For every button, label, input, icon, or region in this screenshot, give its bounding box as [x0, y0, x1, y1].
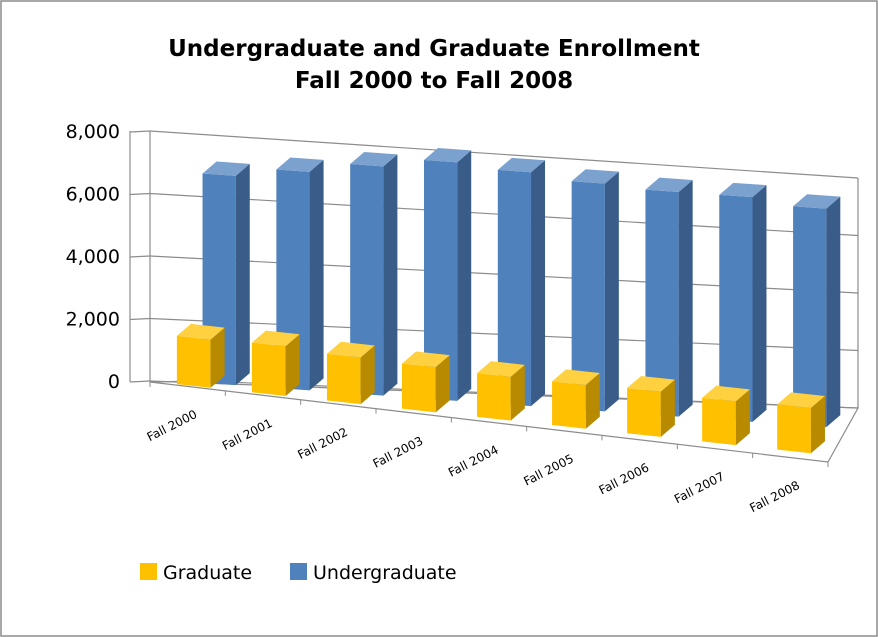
bar-top	[401, 351, 450, 368]
bar-side	[585, 373, 600, 429]
bar-top	[176, 323, 225, 340]
bar-graduate-6	[627, 375, 675, 437]
bar-top	[423, 148, 472, 163]
bar-graduate-1	[251, 330, 300, 396]
gridline	[149, 130, 859, 179]
bar-side	[457, 150, 472, 401]
bar-side	[735, 389, 750, 446]
bar-side	[660, 379, 675, 437]
bar-front	[497, 169, 532, 407]
bar-side	[810, 396, 825, 454]
bar-graduate-2	[326, 341, 375, 405]
bar-graduate-4	[477, 361, 525, 421]
bar-front	[719, 194, 753, 422]
bar-top	[793, 194, 841, 209]
bar-side	[531, 160, 546, 407]
bar-top	[497, 157, 546, 173]
legend-label: Undergraduate	[313, 562, 457, 584]
legend-swatch	[140, 563, 157, 580]
legend-swatch	[290, 563, 307, 580]
bar-top	[645, 177, 693, 192]
bar-graduate-7	[702, 385, 750, 446]
bar-graduate-8	[777, 392, 825, 454]
y-axis-ticks: 0 2,000 4,000 6,000 8,000	[66, 121, 120, 393]
legend-label: Graduate	[163, 562, 252, 584]
bar-front	[350, 164, 384, 396]
bar-side	[360, 345, 375, 405]
chart-title-line-2: Fall 2000 to Fall 2008	[295, 68, 573, 94]
bar-side	[235, 163, 250, 386]
bar-graduate-5	[552, 369, 600, 429]
bar-side	[752, 185, 767, 422]
bar-top	[702, 385, 750, 402]
bar-front	[571, 181, 605, 412]
bar-undergraduate-5	[571, 169, 619, 412]
bar-side	[309, 159, 324, 391]
bar-undergraduate-2	[350, 152, 398, 396]
legend: Graduate Undergraduate	[140, 562, 457, 584]
bar-side	[510, 364, 525, 421]
y-tick-label: 2,000	[66, 309, 120, 331]
bar-side	[678, 179, 693, 417]
bar-graduate-3	[401, 351, 450, 413]
bar-graduate-0	[176, 323, 225, 388]
plot-bars	[176, 148, 841, 454]
y-tick-label: 6,000	[66, 184, 120, 206]
y-tick-label: 8,000	[66, 121, 120, 143]
bar-front	[702, 397, 736, 446]
bar-front	[793, 206, 827, 428]
bar-top	[571, 169, 619, 184]
bar-front	[777, 404, 811, 454]
bar-front	[401, 363, 436, 413]
y-tick-label: 4,000	[66, 246, 120, 268]
bar-undergraduate-7	[719, 182, 767, 422]
bar-undergraduate-3	[423, 148, 472, 401]
bar-side	[826, 196, 841, 428]
bar-top	[350, 152, 398, 167]
gridline-side	[129, 317, 151, 321]
bar-top	[326, 341, 375, 358]
gridline-side	[129, 130, 151, 133]
bar-side	[285, 334, 300, 396]
bar-top	[251, 330, 300, 347]
bar-undergraduate-6	[645, 177, 693, 417]
bar-side	[435, 355, 450, 413]
bar-side	[210, 327, 225, 388]
chart-title-line-1: Undergraduate and Graduate Enrollment	[168, 36, 700, 62]
bar-top	[719, 182, 767, 198]
bar-top	[276, 157, 324, 172]
bar-top	[627, 375, 675, 392]
bar-front	[477, 373, 511, 421]
bar-front	[176, 335, 211, 388]
bar-front	[552, 381, 586, 429]
gridline-side	[129, 192, 151, 196]
gridline-side	[129, 255, 151, 258]
bar-top	[202, 161, 250, 176]
bar-front	[645, 189, 679, 417]
bar-undergraduate-4	[497, 157, 546, 407]
bar-top	[477, 361, 525, 377]
bar-front	[423, 160, 458, 401]
bar-front	[326, 353, 361, 405]
bar-side	[383, 154, 398, 396]
bar-top	[777, 392, 825, 409]
bar-undergraduate-8	[793, 194, 841, 428]
bar-front	[251, 342, 286, 396]
gridline-side	[129, 380, 151, 383]
bar-front	[627, 387, 661, 437]
bar-side	[604, 171, 619, 412]
y-tick-label: 0	[108, 371, 120, 393]
bar-top	[552, 369, 600, 386]
